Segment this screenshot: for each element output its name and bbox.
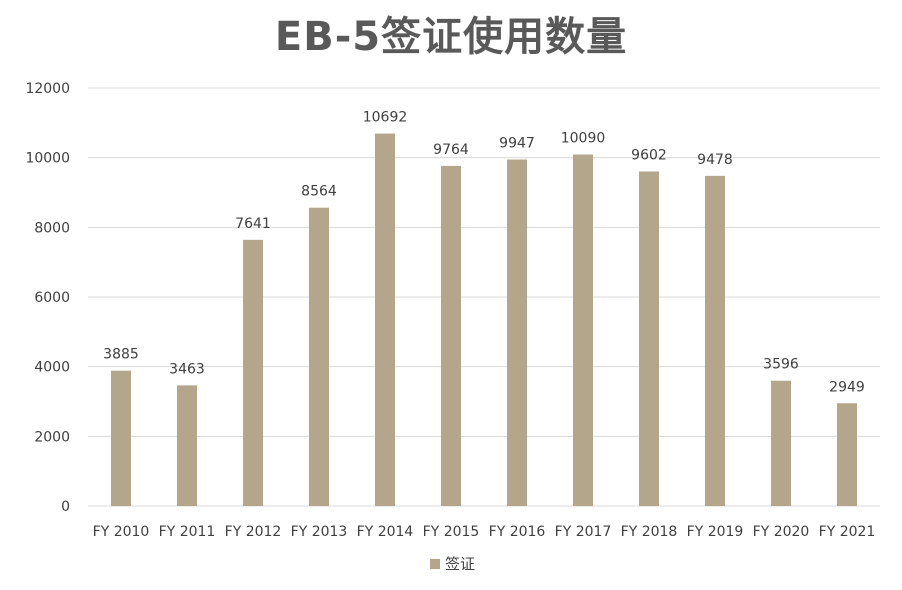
data-label: 8564	[301, 184, 337, 200]
data-label: 9602	[631, 148, 667, 164]
legend: 签证	[430, 555, 475, 573]
data-label: 2949	[829, 379, 865, 395]
data-label: 10090	[561, 131, 606, 147]
x-tick-label: FY 2019	[687, 524, 744, 540]
x-tick-label: FY 2020	[753, 524, 810, 540]
y-tick-label: 8000	[34, 220, 70, 236]
x-axis-tick-labels: FY 2010 FY 2011 FY 2012 FY 2013 FY 2014 FY 20…	[93, 524, 876, 540]
y-tick-label: 4000	[34, 360, 70, 376]
y-tick-label: 10000	[25, 151, 70, 167]
data-labels: 3885 3463 7641 8564 10692 9764 9947 10090 9602 94…	[103, 110, 865, 396]
x-tick-label: FY 2016	[489, 524, 546, 540]
data-label: 9764	[433, 142, 469, 158]
data-label: 7641	[235, 216, 271, 232]
x-tick-label: FY 2015	[423, 524, 480, 540]
data-label: 9947	[499, 136, 535, 152]
bar	[705, 175, 725, 506]
x-tick-label: FY 2012	[225, 524, 282, 540]
bar	[243, 239, 263, 506]
chart-title: EB-5签证使用数量	[274, 14, 628, 60]
x-tick-label: FY 2018	[621, 524, 678, 540]
y-axis-tick-labels: 0 2000 4000 6000 8000 10000 12000	[25, 81, 70, 515]
bar	[771, 380, 791, 506]
bar-series	[111, 133, 857, 507]
y-tick-label: 12000	[25, 81, 70, 97]
legend-swatch	[430, 559, 440, 569]
data-label: 9478	[697, 152, 733, 168]
y-tick-label: 0	[61, 499, 70, 515]
legend-label: 签证	[445, 555, 475, 573]
data-label: 3885	[103, 347, 139, 363]
y-gridlines	[88, 87, 880, 507]
bar	[441, 165, 461, 506]
bar	[375, 133, 395, 506]
bar	[111, 370, 131, 506]
data-label: 3596	[763, 357, 799, 373]
bar	[507, 159, 527, 507]
y-tick-label: 2000	[34, 429, 70, 445]
bar	[837, 403, 857, 506]
bar	[309, 207, 329, 507]
bar	[177, 385, 197, 506]
data-label: 10692	[363, 110, 408, 126]
bar	[573, 154, 593, 506]
x-tick-label: FY 2017	[555, 524, 612, 540]
x-tick-label: FY 2010	[93, 524, 150, 540]
bar	[639, 171, 659, 506]
x-tick-label: FY 2011	[159, 524, 216, 540]
x-tick-label: FY 2014	[357, 524, 414, 540]
data-label: 3463	[169, 361, 205, 377]
x-tick-label: FY 2013	[291, 524, 348, 540]
y-tick-label: 6000	[34, 290, 70, 306]
x-tick-label: FY 2021	[819, 524, 876, 540]
